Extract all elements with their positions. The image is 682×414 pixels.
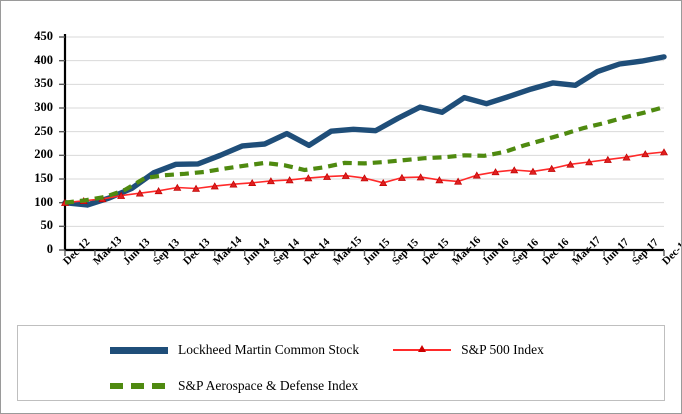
series-marker [416,173,425,181]
series-marker [323,172,332,180]
chart-legend: Lockheed Martin Common Stock S&P 500 Ind… [17,325,665,401]
series-marker [397,173,406,181]
series-marker [510,166,519,174]
series-marker [154,187,163,195]
chart-svg [59,34,669,256]
series-marker [266,177,275,185]
legend-swatch-green-dashed-line-icon [110,383,168,389]
series-marker [454,177,463,185]
series-marker [622,153,631,161]
series-marker [117,191,126,199]
series-marker [210,182,219,190]
legend-item-sp-aerospace-defense-index[interactable]: S&P Aerospace & Defense Index [110,378,358,394]
data-series-group [60,54,669,208]
series-marker [603,155,612,163]
legend-swatch-blue-line-icon [110,346,168,354]
series-marker [566,160,575,168]
y-axis-label: 300 [34,100,53,114]
legend-label-sp-aerospace-defense-index: S&P Aerospace & Defense Index [178,378,359,393]
y-axis-label: 400 [34,52,53,67]
series-line-0 [62,54,667,208]
series-marker [528,167,537,175]
series-marker [229,180,238,188]
legend-row-1: Lockheed Martin Common Stock S&P 500 Ind… [110,342,550,358]
series-marker [491,168,500,176]
series-marker [641,150,650,158]
y-axis-label: 250 [34,123,53,138]
y-axis-label: 150 [34,171,53,185]
series-marker [341,171,350,179]
series-line-2 [64,105,665,205]
series-marker [304,174,313,182]
legend-row-2: S&P Aerospace & Defense Index [110,378,364,394]
y-axis-label: 450 [34,29,53,43]
series-marker [192,184,201,192]
series-marker [285,176,294,184]
series-marker [379,178,388,187]
y-axis-label: 100 [34,194,53,209]
legend-item-lockheed-martin-common-stock[interactable]: Lockheed Martin Common Stock [110,342,359,358]
y-axis-label: 350 [34,76,53,91]
series-marker [173,183,182,191]
axes-group [59,34,665,256]
y-axis-label: 0 [46,242,53,256]
y-axis-label: 200 [34,147,53,162]
series-marker [248,178,257,187]
chart-plot-area: 0 50 100 150 200 250 300 350 400 450 Dec-12 Mar-13… [1,1,681,311]
series-marker [472,171,481,179]
legend-swatch-red-line-triangle-icon [393,345,452,352]
series-marker [585,158,594,166]
y-axis-label: 50 [40,218,54,233]
legend-label-sp-500-index: S&P 500 Index [461,342,544,357]
series-marker [135,189,144,197]
series-marker [360,174,369,182]
series-marker [659,148,669,156]
legend-label-lockheed-martin-common-stock: Lockheed Martin Common Stock [178,342,360,357]
series-marker [435,176,444,184]
series-marker [547,164,556,172]
x-tick-marks [64,250,665,256]
legend-item-sp-500-index[interactable]: S&P 500 Index [393,342,544,358]
